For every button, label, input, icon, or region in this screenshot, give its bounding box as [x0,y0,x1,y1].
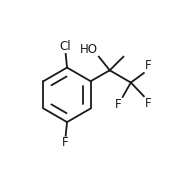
Text: F: F [144,97,151,110]
Text: F: F [144,59,151,72]
Text: F: F [115,98,122,111]
Text: Cl: Cl [60,40,72,53]
Text: HO: HO [80,43,98,56]
Text: F: F [62,136,69,149]
